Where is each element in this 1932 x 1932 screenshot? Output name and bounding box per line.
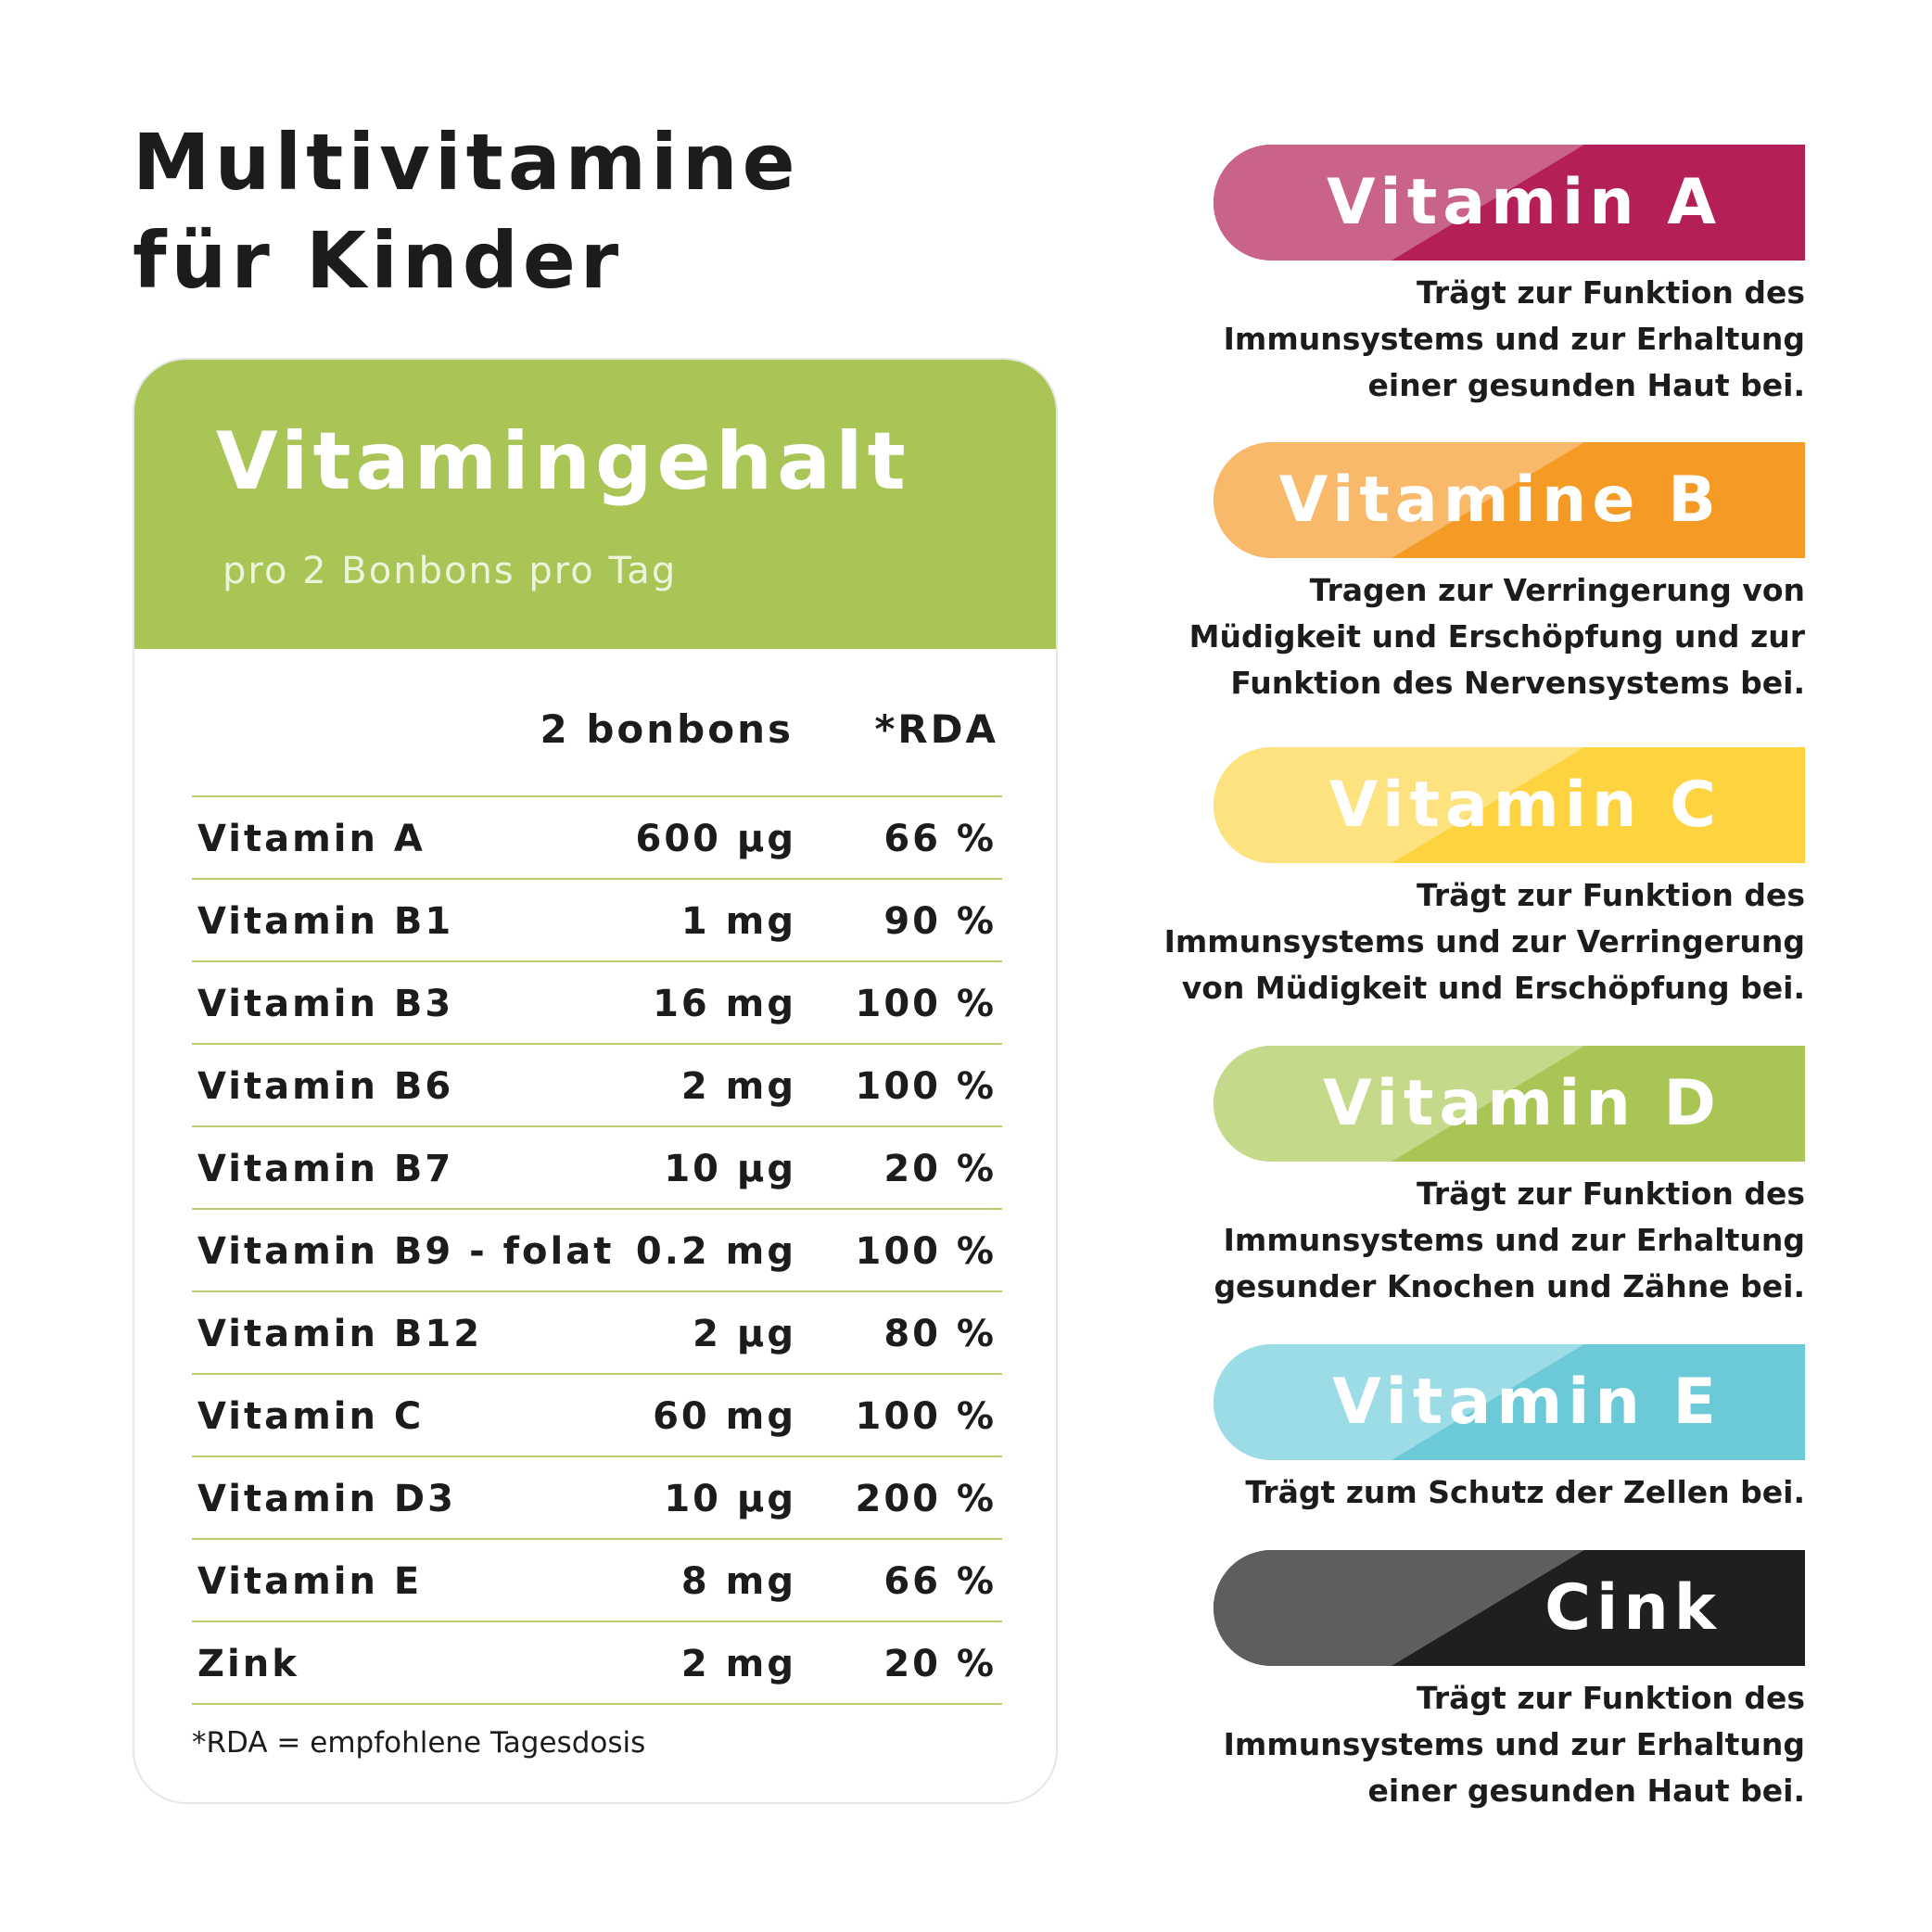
description-line: Immunsystems und zur Erhaltung <box>1223 1726 1805 1762</box>
nutrient-amount: 0.2 mg <box>635 1230 796 1273</box>
nutrient-amount: 16 mg <box>653 983 796 1025</box>
nutrient-name: Vitamin A <box>197 818 426 860</box>
vitamin-a-badge: Vitamin A <box>1214 145 1805 261</box>
nutrient-amount: 10 µg <box>664 1148 796 1190</box>
nutrient-rda: 20 % <box>883 1643 997 1685</box>
nutrient-rda: 90 % <box>883 900 997 943</box>
card-heading: Vitamingehalt <box>216 415 910 508</box>
zinc-description: Trägt zur Funktion des Immunsystems und … <box>1156 1675 1805 1814</box>
description-line: Müdigkeit und Erschöpfung und zur <box>1188 618 1805 655</box>
nutrient-rda: 20 % <box>883 1148 997 1190</box>
vitamin-a-description: Trägt zur Funktion des Immunsystems und … <box>1156 270 1805 409</box>
column-header-amount: 2 bonbons <box>540 706 794 752</box>
vitamin-b-badge: Vitamine B <box>1214 442 1805 558</box>
nutrient-rda: 66 % <box>883 1560 997 1603</box>
nutrient-rda: 66 % <box>883 818 997 860</box>
description-line: von Müdigkeit und Erschöpfung bei. <box>1181 970 1805 1006</box>
vitamin-d-description: Trägt zur Funktion des Immunsystems und … <box>1156 1171 1805 1310</box>
table-row: Vitamin B12 2 µg 80 % <box>192 1290 1002 1373</box>
card-header: Vitamingehalt pro 2 Bonbons pro Tag <box>134 360 1056 649</box>
description-line: Immunsystems und zur Erhaltung <box>1223 321 1805 357</box>
vitamin-d-badge: Vitamin D <box>1214 1046 1805 1162</box>
description-line: Trägt zur Funktion des <box>1417 1680 1805 1716</box>
nutrient-name: Vitamin B9 - folat <box>197 1230 615 1273</box>
vitamin-e-description: Trägt zum Schutz der Zellen bei. <box>1156 1469 1805 1516</box>
nutrient-amount: 600 µg <box>635 818 796 860</box>
nutrient-amount: 8 mg <box>680 1560 796 1603</box>
table-row: Vitamin C 60 mg 100 % <box>192 1373 1002 1455</box>
table-row: Vitamin B7 10 µg 20 % <box>192 1125 1002 1208</box>
nutrient-rda: 100 % <box>855 983 997 1025</box>
nutrient-name: Vitamin D3 <box>197 1478 456 1520</box>
vitamin-b-label: Vitamine B <box>1278 464 1722 537</box>
nutrient-name: Vitamin B3 <box>197 983 454 1025</box>
nutrient-rda: 100 % <box>855 1230 997 1273</box>
nutrient-rda: 80 % <box>883 1313 997 1355</box>
nutrient-amount: 1 mg <box>680 900 796 943</box>
nutrient-name: Vitamin B6 <box>197 1065 454 1108</box>
nutrient-rda: 200 % <box>855 1478 997 1520</box>
page-title-line-2: für Kinder <box>133 215 624 306</box>
description-line: Funktion des Nervensystems bei. <box>1230 665 1805 701</box>
nutrient-name: Zink <box>197 1643 299 1685</box>
nutrient-name: Vitamin B1 <box>197 900 454 943</box>
column-header-rda: *RDA <box>874 706 998 752</box>
card-subheading: pro 2 Bonbons pro Tag <box>222 550 678 592</box>
nutrient-amount: 10 µg <box>664 1478 796 1520</box>
vitamin-c-label: Vitamin C <box>1328 769 1722 842</box>
vitamin-content-card: Vitamingehalt pro 2 Bonbons pro Tag 2 bo… <box>133 358 1058 1804</box>
vitamin-e-label: Vitamin E <box>1332 1366 1722 1439</box>
zinc-badge: Cink <box>1214 1550 1805 1666</box>
table-row: Vitamin B6 2 mg 100 % <box>192 1043 1002 1125</box>
description-line: Trägt zur Funktion des <box>1417 877 1805 913</box>
description-line: gesunder Knochen und Zähne bei. <box>1214 1268 1805 1304</box>
nutrient-name: Vitamin B7 <box>197 1148 454 1190</box>
table-row: Vitamin D3 10 µg 200 % <box>192 1455 1002 1538</box>
zinc-label: Cink <box>1544 1571 1722 1645</box>
table-row: Vitamin E 8 mg 66 % <box>192 1538 1002 1621</box>
table-row: Vitamin B9 - folat 0.2 mg 100 % <box>192 1208 1002 1290</box>
vitamin-d-label: Vitamin D <box>1323 1067 1722 1140</box>
description-line: Tragen zur Verringerung von <box>1309 572 1805 608</box>
page-title-line-1: Multivitamine <box>133 117 800 208</box>
nutrient-table: Vitamin A 600 µg 66 % Vitamin B1 1 mg 90 % V… <box>192 795 1002 1705</box>
description-line: Immunsystems und zur Erhaltung <box>1223 1222 1805 1258</box>
description-line: Trägt zur Funktion des <box>1417 274 1805 311</box>
nutrient-amount: 60 mg <box>653 1395 796 1438</box>
description-line: Immunsystems und zur Verringerung <box>1163 923 1805 960</box>
vitamin-e-badge: Vitamin E <box>1214 1344 1805 1460</box>
vitamin-a-label: Vitamin A <box>1326 166 1722 239</box>
vitamin-b-description: Tragen zur Verringerung von Müdigkeit un… <box>1156 567 1805 706</box>
nutrient-name: Vitamin B12 <box>197 1313 483 1355</box>
table-row: Zink 2 mg 20 % <box>192 1621 1002 1705</box>
table-row: Vitamin B1 1 mg 90 % <box>192 878 1002 960</box>
rda-footnote: *RDA = empfohlene Tagesdosis <box>192 1726 646 1760</box>
vitamin-c-description: Trägt zur Funktion des Immunsystems und … <box>1156 872 1805 1011</box>
description-line: einer gesunden Haut bei. <box>1367 1773 1805 1809</box>
description-line: einer gesunden Haut bei. <box>1367 367 1805 403</box>
vitamin-c-badge: Vitamin C <box>1214 747 1805 863</box>
description-line: Trägt zum Schutz der Zellen bei. <box>1245 1474 1805 1510</box>
nutrient-name: Vitamin E <box>197 1560 423 1603</box>
description-line: Trägt zur Funktion des <box>1417 1176 1805 1212</box>
nutrient-rda: 100 % <box>855 1395 997 1438</box>
nutrient-amount: 2 mg <box>680 1065 796 1108</box>
nutrient-name: Vitamin C <box>197 1395 425 1438</box>
page-title: Multivitamine für Kinder <box>133 113 800 310</box>
table-row: Vitamin A 600 µg 66 % <box>192 795 1002 878</box>
nutrient-rda: 100 % <box>855 1065 997 1108</box>
table-row: Vitamin B3 16 mg 100 % <box>192 960 1002 1043</box>
nutrient-amount: 2 mg <box>680 1643 796 1685</box>
nutrient-amount: 2 µg <box>693 1313 796 1355</box>
